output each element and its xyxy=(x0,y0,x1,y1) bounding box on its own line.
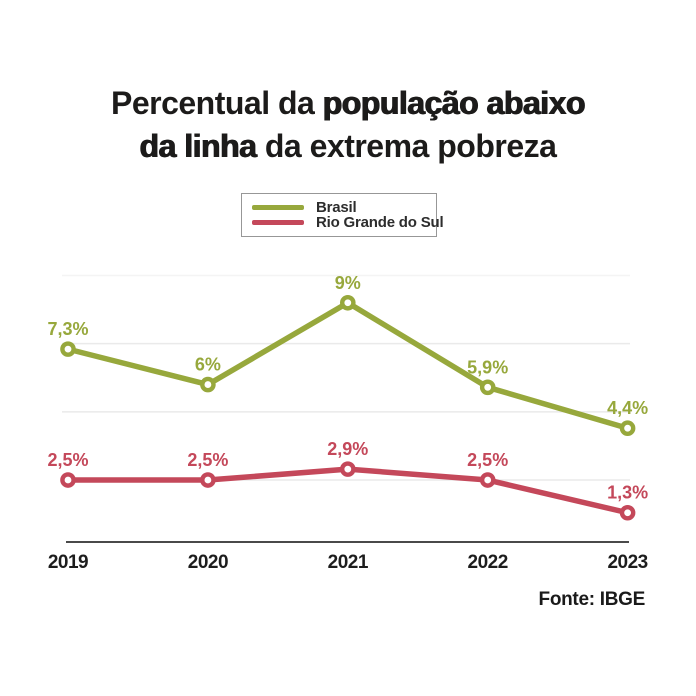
title-line-2: da linha da extrema pobreza xyxy=(0,125,696,168)
data-point-marker-rio-grande-do-sul xyxy=(619,504,636,521)
page-title: Percentual da população abaixo da linha … xyxy=(0,82,696,168)
point-label-brasil: 5,9% xyxy=(467,357,508,377)
point-label-rio-grande-do-sul: 2,5% xyxy=(187,450,228,470)
data-point-marker-rio-grande-do-sul xyxy=(60,472,76,488)
data-point-marker-brasil xyxy=(200,376,216,393)
series-line-brasil xyxy=(65,300,631,431)
point-label-rio-grande-do-sul: 1,3% xyxy=(607,483,648,503)
title-line1-bold: população abaixo xyxy=(322,85,586,121)
data-point-marker-rio-grande-do-sul xyxy=(339,461,356,477)
data-point-marker-rio-grande-do-sul xyxy=(479,472,496,488)
point-label-rio-grande-do-sul: 2,9% xyxy=(327,439,368,459)
legend-item-rio-grande-do-sul: Rio Grande do Sul xyxy=(252,214,444,231)
x-axis-tick-label: 2021 xyxy=(328,552,369,573)
brasil-line-swatch xyxy=(252,205,304,210)
data-point-marker-brasil xyxy=(479,379,496,396)
x-axis-tick-label: 2020 xyxy=(188,552,228,573)
point-label-brasil: 9% xyxy=(335,273,361,293)
source-credit: Fonte: IBGE xyxy=(538,589,646,610)
data-point-marker-rio-grande-do-sul xyxy=(200,472,216,488)
legend-label-rio-grande-do-sul: Rio Grande do Sul xyxy=(316,214,444,231)
x-axis-tick-label: 2019 xyxy=(48,552,88,573)
point-label-brasil: 7,3% xyxy=(47,319,88,339)
x-axis-tick-label: 2023 xyxy=(607,552,647,573)
data-point-marker-brasil xyxy=(339,294,356,311)
point-label-rio-grande-do-sul: 2,5% xyxy=(47,450,88,470)
point-label-brasil: 6% xyxy=(195,355,221,375)
legend-item-brasil: Brasil xyxy=(252,199,436,216)
point-label-rio-grande-do-sul: 2,5% xyxy=(467,450,508,470)
title-line1-regular: Percentual da xyxy=(110,85,323,121)
legend-label-brasil: Brasil xyxy=(316,199,357,216)
data-point-marker-brasil xyxy=(60,341,76,357)
title-line2-regular: da extrema pobreza xyxy=(256,128,557,164)
rio-grande-do-sul-line-swatch xyxy=(252,220,304,225)
title-line2-bold: da linha xyxy=(139,128,257,164)
title-line-1: Percentual da população abaixo xyxy=(0,82,696,125)
data-point-marker-brasil xyxy=(619,420,636,437)
chart-legend: Brasil Rio Grande do Sul xyxy=(241,193,444,237)
point-label-brasil: 4,4% xyxy=(607,398,648,418)
x-axis-tick-label: 2022 xyxy=(468,552,508,573)
